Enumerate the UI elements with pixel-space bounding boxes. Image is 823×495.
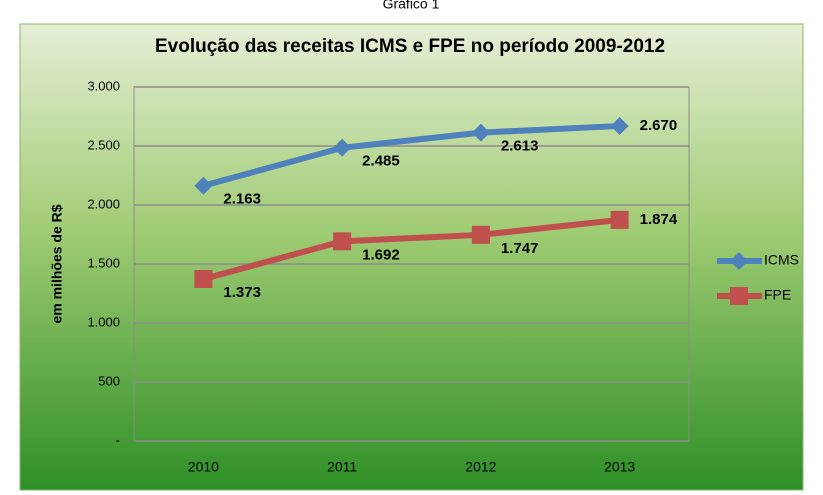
x-tick-label: 2013: [604, 459, 635, 475]
y-tick-label: 2.000: [87, 196, 120, 211]
point: [333, 232, 352, 251]
y-tick-label: 3.000: [87, 78, 120, 93]
y-tick-label: 1.000: [87, 314, 120, 329]
series-line: [202, 122, 620, 189]
x-tick-label: 2010: [188, 459, 219, 475]
point: [610, 210, 629, 229]
y-tick-label: -: [116, 432, 120, 447]
point: [730, 252, 748, 270]
point: [333, 138, 352, 157]
x-tick-label: 2011: [327, 459, 357, 475]
data-label: 2.163: [223, 191, 261, 208]
x-tick-label: 2012: [465, 459, 496, 475]
chart-area: [19, 23, 804, 491]
y-tick-label: 1.500: [87, 255, 120, 270]
data-label: 1.373: [223, 284, 261, 301]
data-label: 1.692: [362, 246, 400, 263]
chart-title: Evolução das receitas ICMS e FPE no perí…: [155, 36, 665, 57]
data-label: 1.747: [501, 240, 539, 257]
data-label: 2.670: [640, 117, 678, 134]
series-line: [202, 216, 620, 282]
point: [610, 116, 629, 135]
data-label: 1.874: [640, 211, 678, 228]
y-axis-label: em milhões de R$: [49, 204, 65, 323]
legend-label: FPE: [764, 287, 791, 303]
legend-label: ICMS: [764, 252, 799, 268]
point: [194, 176, 213, 195]
point: [471, 225, 490, 244]
data-label: 2.613: [501, 138, 539, 155]
caption: Gráfico 1: [383, 0, 440, 12]
y-tick-label: 500: [98, 373, 120, 388]
point: [471, 123, 490, 142]
data-label: 2.485: [362, 153, 400, 170]
point: [730, 287, 748, 305]
y-tick-label: 2.500: [87, 137, 120, 152]
point: [194, 269, 213, 288]
